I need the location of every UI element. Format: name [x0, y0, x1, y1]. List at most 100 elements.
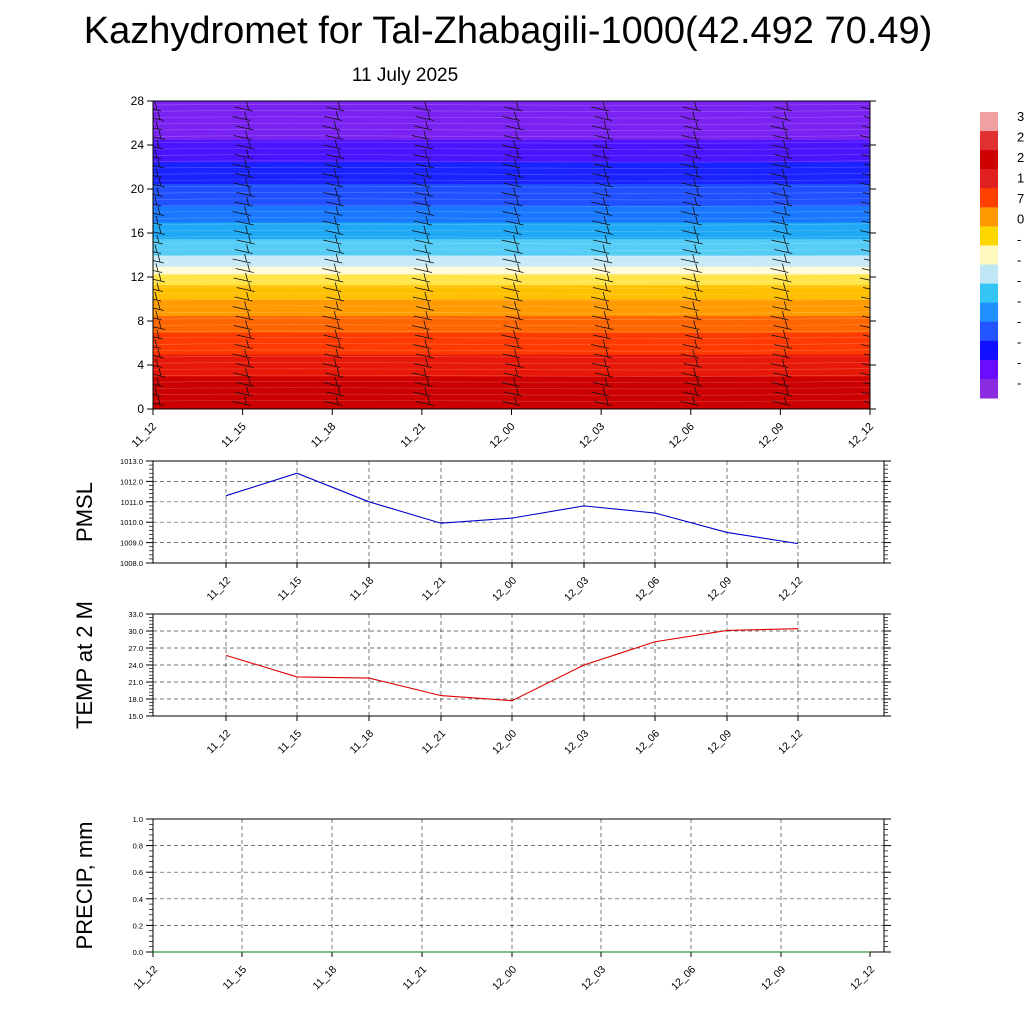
- contour-line: [153, 204, 870, 207]
- wind-barb-flag: [874, 264, 876, 272]
- wind-barb: [682, 106, 701, 112]
- wind-barb-flag: [424, 386, 428, 396]
- wind-barb: [502, 401, 521, 406]
- wind-barb-flag: [247, 358, 251, 367]
- wind-barb: [863, 211, 870, 214]
- wind-barb: [683, 363, 702, 368]
- wind-barb: [415, 353, 434, 359]
- wind-barb-flag: [514, 348, 517, 358]
- wind-barb: [153, 336, 164, 340]
- wind-barb-flag: [514, 111, 517, 120]
- wind-barb: [232, 163, 251, 169]
- wind-barb-flag: [692, 348, 696, 358]
- wind-barb-flag: [244, 206, 248, 215]
- x-tick-label: 12_09: [756, 421, 786, 451]
- wind-barb: [153, 146, 164, 150]
- wind-barb: [770, 268, 789, 273]
- wind-barb: [153, 383, 164, 387]
- panel-frame: [152, 460, 885, 564]
- wind-barb-flag: [425, 310, 429, 320]
- wind-barb-flag: [424, 291, 428, 301]
- wind-barb: [771, 382, 790, 387]
- wind-barb-flag: [605, 206, 609, 215]
- wind-barb: [503, 182, 522, 188]
- wind-barb-flag: [693, 130, 697, 139]
- wind-barb-flag: [694, 291, 698, 301]
- wind-barb-flag: [158, 367, 162, 377]
- wind-barb-flag: [333, 168, 337, 177]
- contour-line: [153, 166, 870, 169]
- wind-barb: [322, 125, 341, 131]
- wind-barb-flag: [427, 253, 431, 263]
- wind-barb-flag: [876, 159, 878, 167]
- wind-barb-flag: [247, 120, 251, 130]
- colorbar-label: -: [1017, 355, 1021, 370]
- colorbar-swatch: [980, 321, 998, 342]
- wind-barb: [772, 258, 791, 264]
- wind-barb-flag: [602, 339, 606, 348]
- wind-barb-flag: [604, 329, 608, 339]
- wind-barb-flag: [424, 196, 428, 206]
- wind-barb-flag: [154, 386, 158, 396]
- wind-barb-flag: [874, 121, 876, 129]
- y-tick-label: 12: [131, 270, 145, 284]
- wind-barb-flag: [245, 130, 249, 139]
- colorbar-label: 7: [1017, 191, 1024, 206]
- wind-barb: [153, 326, 166, 330]
- wind-barb-flag: [872, 131, 874, 139]
- wind-barb: [773, 277, 792, 283]
- x-tick-label: 11_12: [205, 575, 234, 604]
- wind-barb-flag: [154, 339, 158, 348]
- wind-barb: [594, 211, 613, 216]
- contour-line: [153, 311, 870, 314]
- wind-barb: [503, 230, 522, 235]
- y-tick-label: 21.0: [128, 678, 143, 687]
- wind-barb-flag: [604, 139, 608, 149]
- wind-barb: [501, 192, 520, 197]
- wind-barb-flag: [694, 101, 698, 111]
- wind-barb: [773, 135, 792, 140]
- wind-barb: [680, 163, 699, 169]
- colorbar-label: 2: [1017, 130, 1024, 145]
- wind-barb: [863, 353, 870, 356]
- wind-barb: [234, 154, 253, 159]
- wind-barb: [594, 401, 613, 406]
- wind-barb: [153, 373, 166, 378]
- wind-barb-flag: [785, 386, 789, 396]
- wind-barb: [415, 258, 434, 264]
- wind-barb-flag: [333, 215, 337, 225]
- wind-barb: [680, 353, 699, 359]
- wind-barb-flag: [875, 140, 877, 148]
- wind-barb: [502, 258, 521, 264]
- wind-barb: [862, 239, 870, 242]
- wind-barb: [323, 382, 342, 387]
- wind-barb-flag: [516, 339, 519, 348]
- wind-barb-flag: [425, 168, 429, 177]
- wind-barb: [774, 249, 793, 254]
- wind-barb: [153, 136, 166, 140]
- wind-barb: [323, 192, 342, 197]
- y-tick-label: 1013.0: [120, 457, 143, 466]
- wind-barb-flag: [426, 329, 430, 339]
- wind-barb-flag: [781, 310, 785, 320]
- wind-barb: [153, 193, 164, 197]
- wind-barb-flag: [423, 130, 427, 139]
- wind-barb-flag: [873, 340, 875, 348]
- wind-barb: [772, 401, 791, 406]
- wind-barb: [322, 173, 341, 178]
- wind-barb: [861, 315, 870, 319]
- wind-barb-flag: [516, 244, 519, 253]
- wind-barb-flag: [158, 272, 162, 282]
- wind-barb: [325, 230, 344, 235]
- wind-barb: [411, 230, 430, 235]
- heatmap-band: [153, 101, 870, 141]
- wind-barb: [504, 344, 523, 349]
- heatmap-band: [153, 238, 870, 256]
- x-tick-label: 11_15: [219, 421, 249, 451]
- wind-barb: [504, 201, 523, 207]
- wind-barb: [415, 116, 434, 121]
- heatmap-field: [153, 101, 878, 409]
- wind-barb: [504, 391, 523, 397]
- wind-barb: [771, 334, 790, 340]
- wind-barb-flag: [604, 282, 608, 291]
